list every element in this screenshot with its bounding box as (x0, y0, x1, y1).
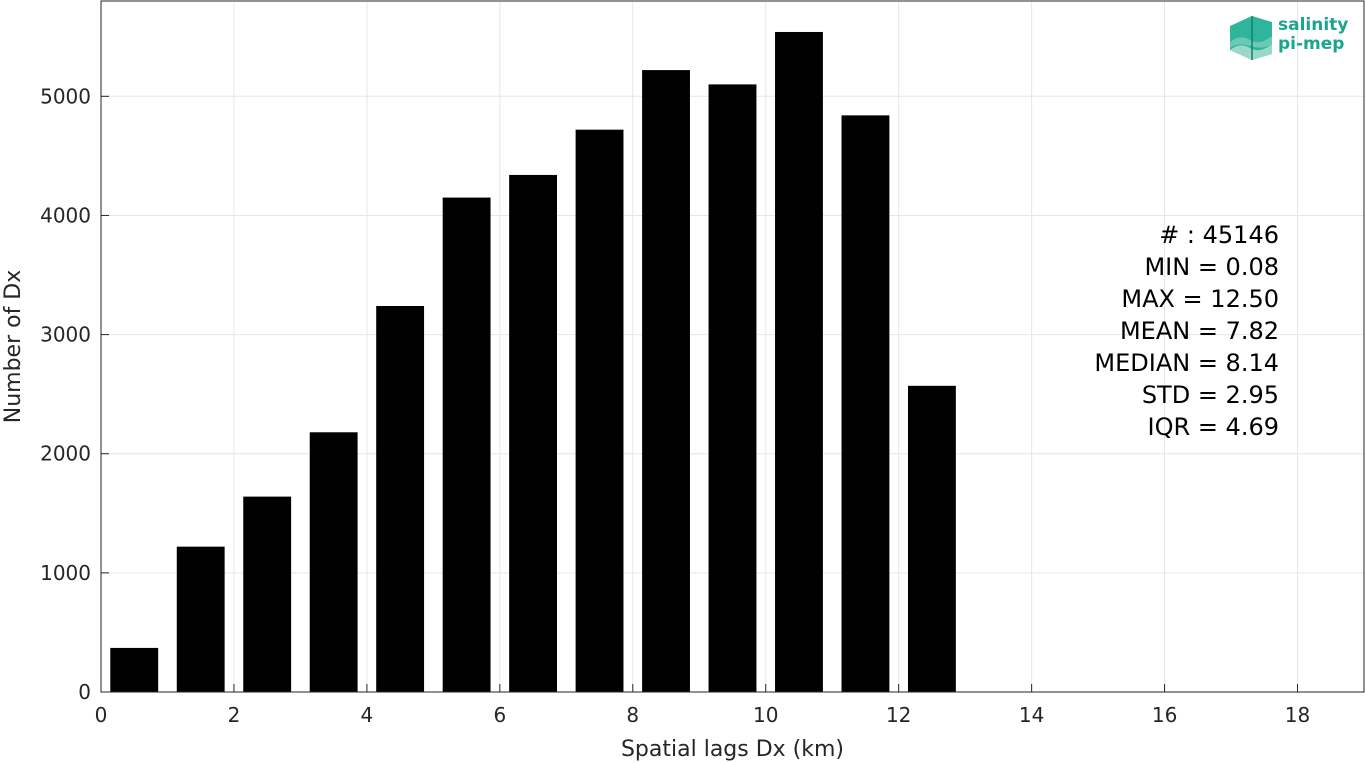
x-tick-label: 4 (361, 703, 374, 727)
stat-line: IQR = 4.69 (1148, 413, 1279, 441)
y-tick-label: 2000 (40, 442, 91, 466)
x-tick-label: 12 (886, 703, 911, 727)
x-tick-label: 2 (228, 703, 241, 727)
y-tick-label: 0 (78, 680, 91, 704)
axes-box (100, 0, 1365, 693)
y-tick-label: 4000 (40, 203, 91, 227)
x-tick-label: 18 (1285, 703, 1310, 727)
histogram-bar (509, 174, 558, 692)
stat-line: MEAN = 7.82 (1120, 317, 1279, 345)
y-ticks: 0 1000 2000 3000 4000 5000 (40, 84, 109, 704)
waves-logo-icon (1230, 16, 1272, 60)
stat-line: MAX = 12.50 (1121, 285, 1279, 313)
logo-line-1: salinity (1278, 15, 1349, 35)
x-tick-label: 8 (626, 703, 639, 727)
y-tick-label: 3000 (40, 323, 91, 347)
x-axis-label: Spatial lags Dx (km) (621, 737, 844, 762)
histogram-bar (176, 546, 225, 692)
x-tick-label: 10 (753, 703, 778, 727)
histogram-bar (243, 496, 292, 692)
histogram-bar (841, 115, 890, 692)
logo-line-2: pi-mep (1278, 34, 1345, 54)
histogram-bar (575, 129, 624, 693)
y-tick-label: 5000 (40, 84, 91, 108)
stat-line: STD = 2.95 (1142, 381, 1279, 409)
bars (110, 31, 956, 693)
histogram-bar (907, 385, 956, 692)
x-tick-label: 6 (493, 703, 506, 727)
y-axis-label: Number of Dx (1, 270, 26, 424)
histogram-bar (642, 70, 690, 693)
histogram-bar (775, 31, 823, 692)
histogram-bar (110, 647, 159, 692)
salinity-pi-mep-logo: salinity pi-mep (1226, 14, 1356, 64)
histogram-bar (376, 305, 425, 692)
x-tick-label: 14 (1019, 703, 1044, 727)
y-tick-label: 1000 (40, 561, 91, 585)
stat-line: MEDIAN = 8.14 (1094, 349, 1279, 377)
histogram-bar (442, 197, 491, 693)
x-ticks: 0 2 4 6 8 10 12 14 16 18 (95, 684, 1310, 727)
stats-annotation: # : 45146 MIN = 0.08 MAX = 12.50 MEAN = 7.8… (1094, 221, 1279, 441)
histogram-bar (309, 432, 358, 692)
stat-line: MIN = 0.08 (1144, 253, 1279, 281)
histogram-bar (708, 84, 757, 693)
stat-line: # : 45146 (1159, 221, 1279, 249)
x-tick-label: 0 (95, 703, 108, 727)
x-tick-label: 16 (1152, 703, 1177, 727)
